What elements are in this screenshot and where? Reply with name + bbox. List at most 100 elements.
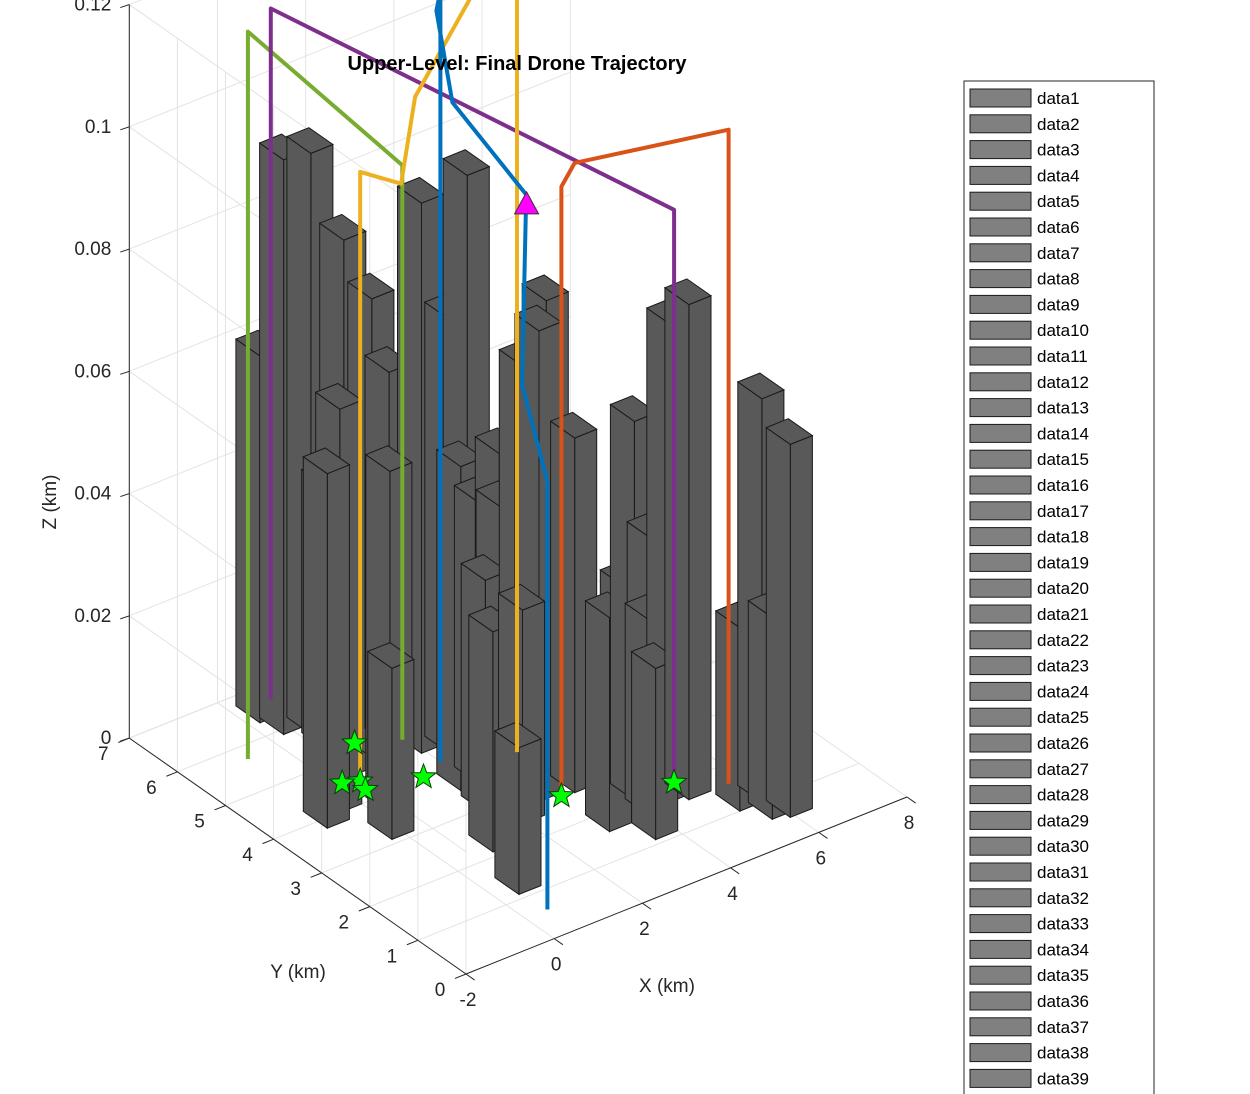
y-tick-label: 6 bbox=[146, 778, 157, 799]
building-face-side bbox=[631, 650, 657, 841]
legend-label: data5 bbox=[1037, 192, 1080, 211]
legend-item: data12 bbox=[969, 372, 1089, 392]
z-tick bbox=[120, 248, 130, 253]
building-face-front bbox=[518, 738, 542, 896]
y-tick bbox=[358, 906, 370, 912]
legend-label: data10 bbox=[1037, 321, 1089, 340]
legend-item: data23 bbox=[969, 656, 1089, 676]
legend-label: data12 bbox=[1037, 373, 1089, 392]
legend-item: data11 bbox=[969, 346, 1088, 366]
building-face-top bbox=[765, 418, 814, 445]
legend: data1 data2 data3 data4 data5 data6 data7 data8… bbox=[963, 80, 1155, 1094]
legend-item: data16 bbox=[969, 475, 1089, 495]
legend-label: data27 bbox=[1037, 760, 1089, 779]
legend-swatch bbox=[969, 1017, 1032, 1037]
legend-swatch bbox=[969, 630, 1032, 650]
x-tick-label: 0 bbox=[551, 955, 562, 976]
legend-item: data8 bbox=[969, 269, 1080, 289]
legend-swatch bbox=[969, 785, 1032, 805]
legend-item: data5 bbox=[969, 191, 1080, 211]
legend-item: data1 bbox=[969, 88, 1080, 108]
legend-label: data14 bbox=[1037, 424, 1089, 443]
legend-label: data29 bbox=[1037, 811, 1089, 830]
y-tick-label: 2 bbox=[339, 913, 350, 934]
building-face-front bbox=[789, 434, 813, 819]
legend-swatch bbox=[969, 733, 1032, 753]
z-tick bbox=[120, 615, 130, 620]
y-tick-label: 5 bbox=[194, 812, 205, 833]
y-tick bbox=[406, 939, 419, 946]
y-tick bbox=[262, 838, 274, 845]
legend-item: data30 bbox=[969, 836, 1089, 856]
z-tick-label: 0.08 bbox=[74, 239, 111, 260]
legend-swatch bbox=[969, 243, 1032, 263]
legend-swatch bbox=[969, 140, 1032, 160]
y-axis-label: Y (km) bbox=[270, 962, 326, 983]
legend-item: data25 bbox=[969, 707, 1089, 727]
building-face-top bbox=[442, 149, 491, 176]
legend-swatch bbox=[969, 810, 1032, 830]
legend-item: data35 bbox=[969, 965, 1089, 985]
building bbox=[765, 418, 814, 819]
legend-item: data31 bbox=[969, 862, 1089, 882]
x-tick bbox=[553, 938, 564, 946]
legend-label: data37 bbox=[1037, 1018, 1089, 1037]
legend-swatch bbox=[969, 269, 1032, 289]
x-tick-label: 6 bbox=[816, 848, 827, 869]
z-axis-label: Z (km) bbox=[40, 475, 61, 530]
x-tick bbox=[642, 902, 652, 910]
start-star-marker bbox=[409, 762, 438, 789]
trajectory-line bbox=[245, 29, 405, 759]
legend-label: data4 bbox=[1037, 166, 1080, 185]
legend-swatch bbox=[969, 320, 1032, 340]
legend-item: data26 bbox=[969, 733, 1089, 753]
building-face-top bbox=[497, 583, 546, 611]
z-tick bbox=[120, 126, 130, 131]
y-tick-label: 0 bbox=[435, 980, 446, 1001]
back-wall-gridline-z bbox=[129, 0, 447, 128]
back-wall-gridline-z bbox=[129, 0, 142, 6]
legend-swatch bbox=[969, 346, 1032, 366]
start-star-marker bbox=[547, 781, 576, 808]
building-face-front bbox=[326, 464, 350, 829]
back-wall-gridline-z bbox=[129, 71, 571, 250]
x-tick bbox=[818, 831, 828, 839]
x-tick-label: 4 bbox=[727, 884, 738, 905]
legend-label: data23 bbox=[1037, 657, 1089, 676]
legend-label: data36 bbox=[1037, 992, 1089, 1011]
buildings-layer bbox=[234, 127, 814, 896]
legend-item: data4 bbox=[969, 165, 1080, 185]
legend-label: data16 bbox=[1037, 476, 1089, 495]
legend-item: data34 bbox=[969, 939, 1089, 959]
building-face-side bbox=[765, 426, 791, 819]
legend-item: data22 bbox=[969, 630, 1089, 650]
legend-item: data32 bbox=[969, 888, 1089, 908]
legend-item: data29 bbox=[969, 810, 1089, 830]
legend-swatch bbox=[969, 862, 1032, 882]
building bbox=[663, 278, 713, 801]
x-tick bbox=[465, 973, 475, 981]
building-face-side bbox=[494, 729, 520, 896]
x-tick-label: 2 bbox=[639, 919, 650, 940]
legend-label: data1 bbox=[1037, 89, 1080, 108]
legend-item: data21 bbox=[969, 604, 1089, 624]
z-tick bbox=[120, 370, 130, 375]
legend-swatch bbox=[969, 836, 1032, 856]
building bbox=[493, 721, 543, 896]
legend-label: data35 bbox=[1037, 966, 1089, 985]
legend-item: data6 bbox=[969, 217, 1080, 237]
legend-label: data2 bbox=[1037, 115, 1080, 134]
legend-label: data7 bbox=[1037, 244, 1080, 263]
z-tick-label: 0 bbox=[101, 728, 112, 749]
legend-swatch bbox=[969, 656, 1032, 676]
legend-label: data19 bbox=[1037, 553, 1089, 572]
legend-label: data21 bbox=[1037, 605, 1089, 624]
legend-label: data17 bbox=[1037, 502, 1089, 521]
legend-label: data20 bbox=[1037, 579, 1089, 598]
y-tick bbox=[166, 771, 178, 777]
start-star-marker bbox=[328, 768, 356, 795]
y-tick-label: 3 bbox=[290, 879, 301, 900]
legend-label: data31 bbox=[1037, 863, 1089, 882]
building-face-side bbox=[468, 614, 494, 853]
trajectory-line bbox=[268, 6, 677, 785]
